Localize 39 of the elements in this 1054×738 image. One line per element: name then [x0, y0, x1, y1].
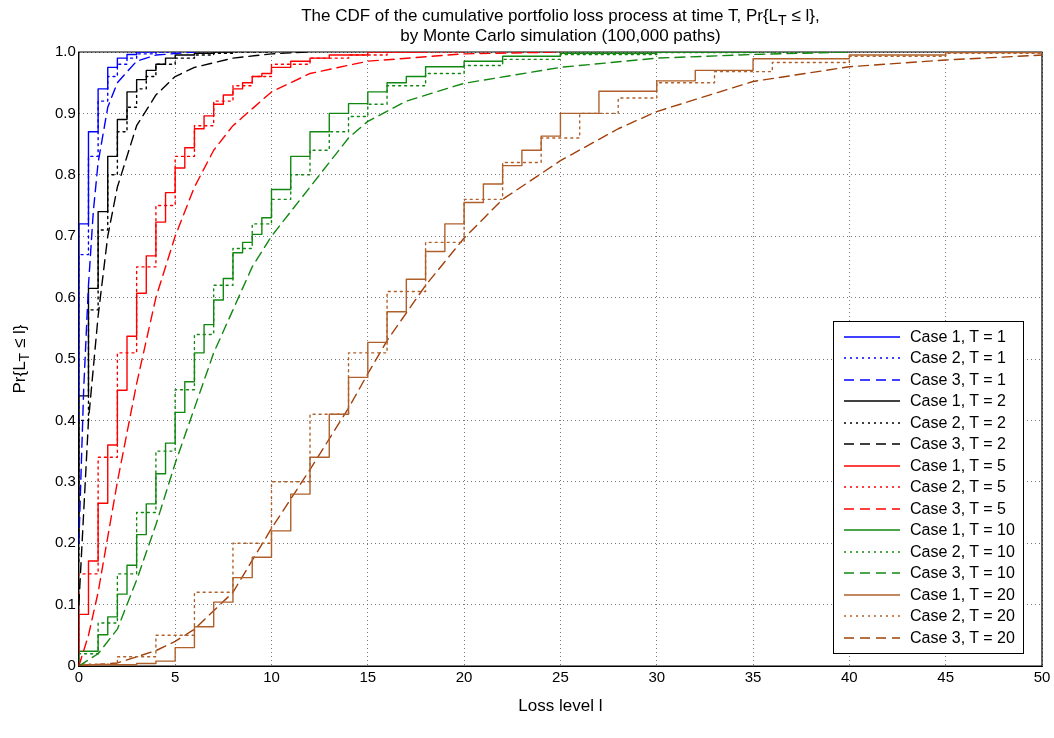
legend-label: Case 1, T = 20 [910, 585, 1015, 604]
legend-label: Case 2, T = 2 [910, 413, 1006, 432]
x-tick-label: 35 [744, 668, 762, 686]
y-tick-label: 0.8 [54, 164, 76, 182]
legend-label: Case 1, T = 10 [910, 521, 1015, 540]
y-tick-label: 0.7 [54, 226, 76, 244]
legend-label: Case 2, T = 20 [910, 607, 1015, 626]
y-tick-label: 0.3 [54, 471, 76, 489]
legend-label: Case 2, T = 1 [910, 349, 1006, 368]
x-tick-label: 20 [455, 668, 473, 686]
x-tick-label: 15 [359, 668, 377, 686]
chart-subtitle: by Monte Carlo simulation (100,000 paths) [400, 26, 721, 46]
y-tick-label: 0.5 [54, 349, 76, 367]
legend-label: Case 3, T = 10 [910, 564, 1015, 583]
legend-label: Case 1, T = 1 [910, 327, 1006, 346]
legend-label: Case 3, T = 1 [910, 370, 1006, 389]
x-tick-label: 10 [263, 668, 280, 686]
x-tick-label: 30 [648, 668, 666, 686]
legend-label: Case 3, T = 20 [910, 628, 1015, 647]
chart-title: The CDF of the cumulative portfolio loss process at time T, Pr{L$_{T}$ ≤ l}, [301, 6, 820, 29]
y-tick-label: 0.6 [54, 287, 76, 305]
y-tick-label: 0.2 [54, 533, 76, 551]
x-tick-label: 25 [552, 668, 569, 686]
x-tick-label: 45 [937, 668, 955, 686]
legend-label: Case 2, T = 10 [910, 542, 1015, 561]
x-tick-label: 5 [170, 668, 180, 686]
y-tick-label: 1.0 [54, 42, 76, 60]
legend-label: Case 1, T = 5 [910, 456, 1006, 475]
x-tick-label: 40 [841, 668, 858, 686]
y-tick-label: 0 [67, 656, 76, 674]
legend-label: Case 1, T = 2 [910, 392, 1006, 411]
legend-label: Case 3, T = 2 [910, 435, 1006, 454]
x-axis-title: Loss level l [518, 696, 603, 716]
legend-label: Case 2, T = 5 [910, 478, 1006, 497]
legend-label: Case 3, T = 5 [910, 499, 1006, 518]
y-tick-label: 0.9 [54, 103, 76, 121]
y-tick-label: 0.1 [54, 594, 76, 612]
x-tick-label: 50 [1033, 668, 1051, 686]
y-tick-label: 0.4 [54, 410, 76, 428]
